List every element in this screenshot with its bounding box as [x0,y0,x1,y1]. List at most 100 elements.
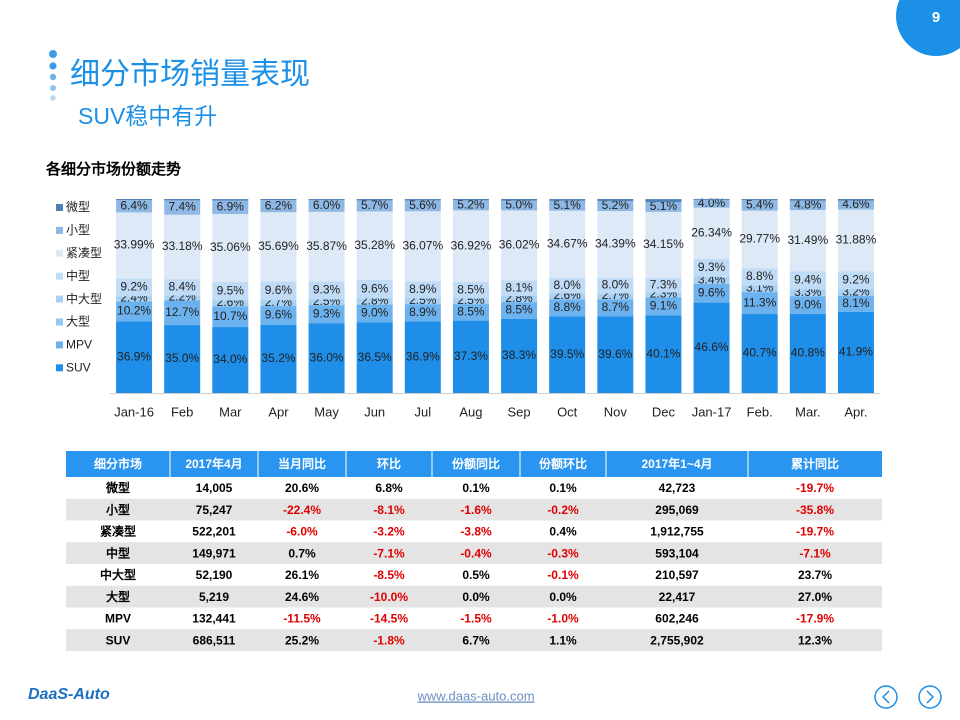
bar-segment [645,211,682,279]
value-label: 35.28% [354,238,395,252]
table-row-bg [66,564,882,586]
value-label: 26.34% [691,225,732,239]
bar-segment [789,199,826,201]
bar-segment [116,278,153,297]
table-cell: 25.2% [285,633,319,647]
value-label: 9.3% [313,306,341,320]
chart-title: 各细分市场份额走势 [45,160,181,178]
bar-segment [501,302,538,319]
bar-segment [212,200,249,215]
table-header-cell: 2017年4月 [185,456,242,471]
bar-segment [452,210,489,283]
value-label: 7.4% [169,200,197,214]
bar-segment [404,211,441,282]
value-label: 8.0% [602,278,630,292]
bar-segment [404,321,441,393]
table-cell: 602,246 [655,612,699,626]
value-label: 9.0% [361,306,389,320]
table-cell: SUV [106,633,131,647]
value-label: 8.1% [505,280,533,294]
value-label: 5.0% [505,198,533,212]
x-tick-label: Sep [507,404,530,419]
bar-segment [693,276,730,284]
value-label: 8.9% [409,282,437,296]
value-label: 40.8% [791,346,825,360]
x-tick-label: Feb [171,404,193,419]
bar-segment [645,296,682,298]
table-cell: 27.0% [798,590,832,604]
bar-segment [741,285,778,292]
bar-segment [356,322,393,393]
table-header-cell: 当月同比 [278,456,326,471]
bar-segment [356,199,393,201]
value-label: 38.3% [502,348,536,362]
legend-swatch [56,364,63,372]
page-number: 9 [932,9,940,26]
bar-segment [452,320,489,393]
bar-segment [212,305,249,307]
bar-segment [164,200,201,215]
table-cell: 0.0% [462,590,490,604]
table-header-cell: 细分市场 [94,456,142,471]
value-label: 9.6% [265,308,293,322]
bar-segment [404,304,441,322]
table-cell: -19.7% [796,481,834,495]
bar-segment [501,198,538,201]
table-cell: 210,597 [655,568,699,582]
bar-segment [693,302,730,393]
value-label: 8.7% [602,300,630,314]
prev-button[interactable] [874,685,898,709]
table-cell: -7.1% [799,546,831,560]
bar-segment [452,282,489,299]
bar-segment [693,199,730,208]
table-cell: 132,441 [192,612,236,626]
table-cell: -1.5% [460,612,492,626]
bar-segment [645,297,682,316]
x-tick-label: May [314,404,339,419]
table-cell: 0.1% [549,481,577,495]
table-cell: 0.7% [288,546,316,560]
value-label: 9.1% [650,299,678,313]
bar-segment [164,199,201,201]
legend-swatch [56,249,63,257]
bar-segment [116,301,153,322]
bar-segment [356,200,393,212]
value-label: 6.9% [217,199,245,213]
value-label: 35.06% [210,240,251,254]
legend-label: MPV [66,338,92,352]
x-tick-label: Feb. [747,404,773,419]
bar-segment [645,292,682,297]
value-label: 8.4% [169,279,197,293]
bar-segment [116,296,153,301]
table-cell: 75,247 [196,503,233,517]
bar-segment [645,202,682,212]
value-label: 8.8% [746,269,774,283]
table-cell: 1.1% [549,633,577,647]
value-label: 29.77% [739,232,780,246]
value-label: 4.6% [842,197,870,211]
table-cell: 686,511 [193,633,236,647]
value-label: 36.02% [499,238,540,252]
bar-segment [645,278,682,293]
bar-segment [116,321,153,393]
value-label: 39.5% [550,347,584,361]
value-label: 35.0% [165,351,199,365]
bar-segment [837,289,874,296]
bar-segment [212,300,249,306]
footer-url[interactable]: www.daas-auto.com [416,688,534,703]
x-tick-label: Dec [652,404,676,419]
bar-segment [356,298,393,304]
bar-segment [356,279,393,299]
bar-segment [164,295,201,300]
table-cell: 12.3% [798,633,832,647]
next-button[interactable] [918,685,942,709]
value-label: 6.4% [120,198,148,212]
bar-segment [501,296,538,302]
bar-segment [549,199,586,201]
bar-segment [260,281,297,301]
bar-segment [597,277,634,294]
value-label: 36.92% [451,238,492,252]
value-label: 46.6% [695,340,729,354]
bar-segment [404,199,441,201]
table-row-bg [66,477,882,499]
